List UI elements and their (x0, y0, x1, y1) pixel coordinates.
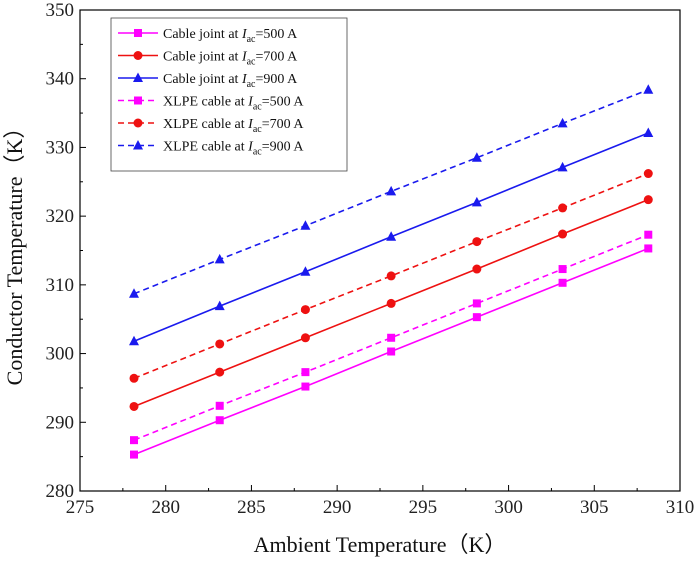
data-point (471, 152, 482, 162)
data-point (558, 265, 567, 274)
data-point (214, 253, 225, 264)
data-point (472, 237, 482, 247)
data-point (386, 271, 396, 281)
x-tick-label: 290 (323, 497, 352, 518)
data-point (643, 127, 654, 137)
data-point (558, 278, 567, 287)
y-tick-label: 340 (46, 69, 75, 90)
data-point (387, 347, 396, 356)
data-point (471, 196, 482, 207)
x-tick-label: 305 (580, 497, 609, 518)
x-tick-label: 280 (151, 497, 180, 518)
x-tick-label: 285 (237, 497, 266, 518)
data-point (387, 333, 396, 342)
y-tick-label: 310 (46, 275, 75, 296)
data-point (644, 244, 653, 253)
y-axis-title: Conductor Temperature（K） (2, 117, 27, 386)
data-point (386, 298, 396, 308)
y-tick-label: 320 (46, 206, 75, 227)
data-point (300, 266, 311, 276)
y-tick-label: 290 (46, 412, 75, 433)
x-tick-label: 310 (666, 497, 695, 518)
data-point (558, 203, 568, 213)
data-point (215, 401, 224, 410)
data-point (472, 264, 482, 274)
data-point (129, 401, 139, 411)
data-point (643, 169, 653, 179)
data-point (214, 300, 225, 311)
legend-label-1: Cable joint at Iac=500 A (163, 27, 298, 45)
data-point (215, 416, 224, 425)
data-point (644, 230, 653, 239)
x-axis-title: Ambient Temperature（K） (254, 532, 507, 557)
y-tick-label: 350 (46, 0, 75, 21)
data-point (215, 339, 225, 349)
data-point (300, 220, 311, 230)
data-point (386, 185, 397, 196)
y-tick-label: 330 (46, 137, 75, 158)
legend-label-3: Cable joint at Iac=900 A (163, 72, 298, 90)
data-point (472, 313, 481, 322)
legend: Cable joint at Iac=500 A Cable joint at I… (110, 17, 348, 172)
data-point (301, 368, 310, 377)
legend-label-4: XLPE cable at Iac=500 A (163, 95, 304, 113)
data-point (300, 305, 310, 315)
data-point (557, 161, 568, 172)
legend-label-6: XLPE cable at Iac=900 A (163, 140, 304, 158)
data-point (130, 436, 138, 445)
legend-label-5: XLPE cable at Iac=700 A (163, 117, 304, 135)
data-point (386, 231, 397, 241)
x-tick-label: 275 (66, 497, 95, 518)
x-tick-label: 295 (409, 497, 438, 518)
legend-marker-3 (133, 72, 143, 82)
data-point (643, 195, 653, 205)
legend-marker-2 (133, 51, 143, 60)
data-point (129, 373, 139, 383)
series-layer (129, 84, 654, 459)
legend-marker-1 (134, 29, 142, 37)
axis-ticks: 275 280 285 290 295 300 305 3102802903003103203… (46, 0, 695, 518)
data-point (130, 450, 138, 459)
data-point (301, 382, 310, 391)
data-point (129, 335, 139, 346)
data-point (215, 367, 225, 377)
data-point (558, 229, 568, 239)
data-point (472, 299, 481, 308)
data-point (300, 333, 310, 343)
data-point (129, 288, 139, 298)
y-tick-label: 280 (46, 481, 75, 502)
data-point (643, 84, 654, 94)
data-point (557, 117, 568, 128)
legend-marker-6 (133, 140, 143, 150)
legend-marker-4 (134, 96, 142, 105)
legend-label-2: Cable joint at Iac=700 A (163, 50, 298, 68)
y-tick-label: 300 (46, 344, 75, 365)
legend-marker-5 (133, 118, 143, 128)
x-tick-label: 300 (494, 497, 523, 518)
